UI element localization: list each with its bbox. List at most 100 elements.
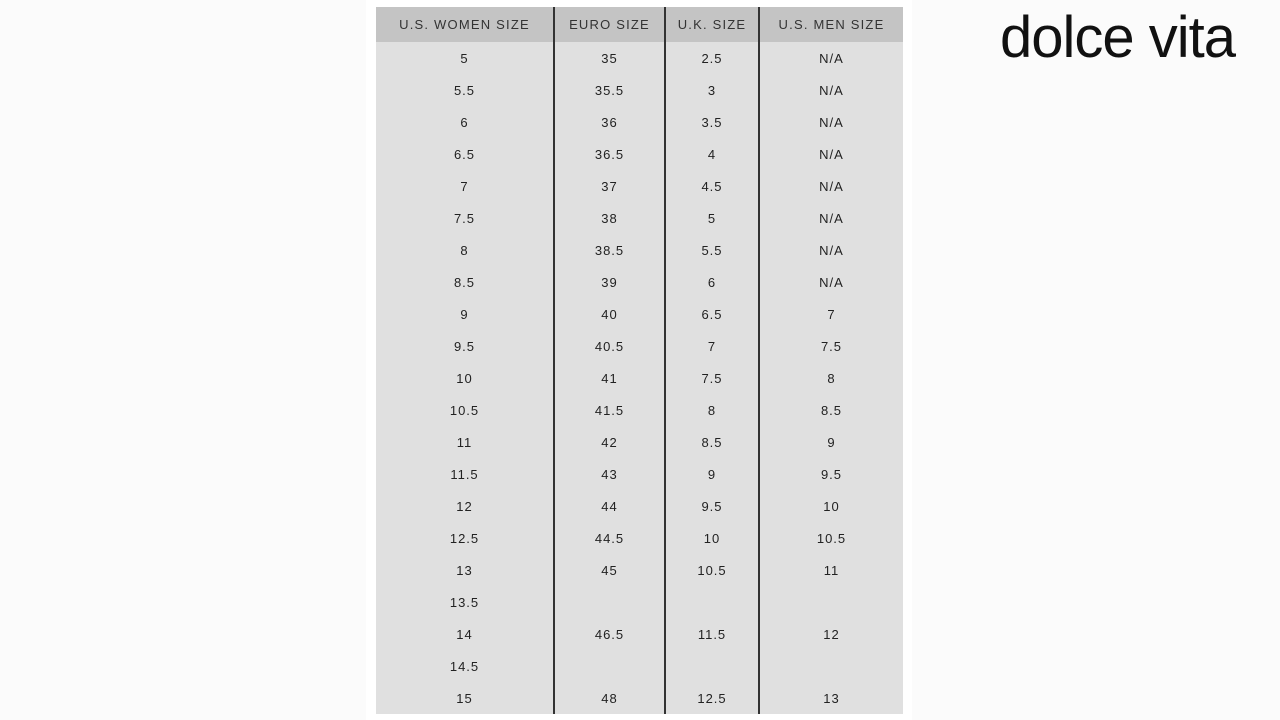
cell-uk: 5	[664, 202, 759, 234]
table-row: 13 45 10.5 11	[376, 554, 903, 586]
cell-us-men: 9.5	[758, 458, 903, 490]
cell-us-women: 9	[376, 298, 554, 330]
cell-uk: 10	[664, 522, 759, 554]
cell-euro: 36	[553, 106, 665, 138]
cell-euro: 40.5	[553, 330, 665, 362]
cell-us-women: 13.5	[376, 586, 554, 618]
table-body: 5 35 2.5 N/A 5.5 35.5 3 N/A 6 36 3.5 N/A 6.5 36.5 4 N/A…	[376, 42, 903, 714]
cell-uk: 12.5	[664, 682, 759, 714]
table-row: 6.5 36.5 4 N/A	[376, 138, 903, 170]
cell-uk: 8	[664, 394, 759, 426]
header-uk: U.K. SIZE	[664, 7, 759, 42]
table-row: 10.5 41.5 8 8.5	[376, 394, 903, 426]
table-row: 8 38.5 5.5 N/A	[376, 234, 903, 266]
brand-logo: dolce vita	[1000, 5, 1236, 70]
cell-uk: 4	[664, 138, 759, 170]
cell-euro: 38	[553, 202, 665, 234]
cell-uk: 3.5	[664, 106, 759, 138]
cell-uk: 8.5	[664, 426, 759, 458]
cell-us-women: 13	[376, 554, 554, 586]
cell-euro: 48	[553, 682, 665, 714]
cell-uk: 10.5	[664, 554, 759, 586]
cell-us-men: N/A	[758, 138, 903, 170]
cell-us-women: 7.5	[376, 202, 554, 234]
cell-us-men: 12	[758, 618, 903, 650]
table-row: 14 46.5 11.5 12	[376, 618, 903, 650]
table-row: 13.5	[376, 586, 903, 618]
cell-us-women: 11	[376, 426, 554, 458]
cell-uk	[664, 586, 759, 618]
cell-us-men: 7.5	[758, 330, 903, 362]
cell-uk	[664, 650, 759, 682]
cell-us-men: 11	[758, 554, 903, 586]
cell-us-men: N/A	[758, 170, 903, 202]
table-row: 7 37 4.5 N/A	[376, 170, 903, 202]
cell-euro: 40	[553, 298, 665, 330]
cell-us-women: 10.5	[376, 394, 554, 426]
cell-euro	[553, 650, 665, 682]
header-row: U.S. WOMEN SIZE EURO SIZE U.K. SIZE U.S.…	[376, 7, 903, 42]
cell-us-men: 13	[758, 682, 903, 714]
cell-us-women: 10	[376, 362, 554, 394]
cell-euro: 37	[553, 170, 665, 202]
cell-euro: 36.5	[553, 138, 665, 170]
cell-uk: 3	[664, 74, 759, 106]
table-row: 10 41 7.5 8	[376, 362, 903, 394]
table-row: 5 35 2.5 N/A	[376, 42, 903, 74]
table-row: 6 36 3.5 N/A	[376, 106, 903, 138]
cell-euro: 42	[553, 426, 665, 458]
cell-uk: 7.5	[664, 362, 759, 394]
table-row: 12 44 9.5 10	[376, 490, 903, 522]
cell-us-men: 9	[758, 426, 903, 458]
cell-us-men: N/A	[758, 106, 903, 138]
cell-uk: 2.5	[664, 42, 759, 74]
cell-us-men	[758, 586, 903, 618]
cell-us-women: 5	[376, 42, 554, 74]
cell-us-women: 7	[376, 170, 554, 202]
header-euro: EURO SIZE	[553, 7, 665, 42]
table-row: 11 42 8.5 9	[376, 426, 903, 458]
cell-uk: 9	[664, 458, 759, 490]
cell-us-women: 6	[376, 106, 554, 138]
table-header: U.S. WOMEN SIZE EURO SIZE U.K. SIZE U.S.…	[376, 7, 903, 42]
cell-us-men: N/A	[758, 74, 903, 106]
cell-us-women: 6.5	[376, 138, 554, 170]
cell-us-women: 15	[376, 682, 554, 714]
cell-uk: 6.5	[664, 298, 759, 330]
cell-euro: 39	[553, 266, 665, 298]
cell-us-women: 12	[376, 490, 554, 522]
cell-us-men: 10.5	[758, 522, 903, 554]
cell-us-women: 11.5	[376, 458, 554, 490]
cell-euro: 46.5	[553, 618, 665, 650]
cell-us-men: N/A	[758, 234, 903, 266]
cell-uk: 11.5	[664, 618, 759, 650]
cell-us-men	[758, 650, 903, 682]
cell-euro: 35	[553, 42, 665, 74]
cell-euro: 41	[553, 362, 665, 394]
table-row: 12.5 44.5 10 10.5	[376, 522, 903, 554]
table-row: 14.5	[376, 650, 903, 682]
cell-euro	[553, 586, 665, 618]
table-row: 9 40 6.5 7	[376, 298, 903, 330]
cell-us-men: 7	[758, 298, 903, 330]
cell-euro: 38.5	[553, 234, 665, 266]
cell-uk: 5.5	[664, 234, 759, 266]
cell-us-women: 9.5	[376, 330, 554, 362]
header-us-women: U.S. WOMEN SIZE	[376, 7, 554, 42]
size-chart-table: U.S. WOMEN SIZE EURO SIZE U.K. SIZE U.S.…	[376, 7, 903, 714]
cell-uk: 7	[664, 330, 759, 362]
cell-euro: 44	[553, 490, 665, 522]
cell-us-women: 8	[376, 234, 554, 266]
cell-us-men: N/A	[758, 42, 903, 74]
table-row: 7.5 38 5 N/A	[376, 202, 903, 234]
table-row: 9.5 40.5 7 7.5	[376, 330, 903, 362]
cell-euro: 45	[553, 554, 665, 586]
cell-uk: 6	[664, 266, 759, 298]
table-row: 5.5 35.5 3 N/A	[376, 74, 903, 106]
cell-euro: 43	[553, 458, 665, 490]
cell-us-women: 8.5	[376, 266, 554, 298]
cell-us-women: 14	[376, 618, 554, 650]
cell-us-men: 8.5	[758, 394, 903, 426]
cell-us-women: 12.5	[376, 522, 554, 554]
cell-us-men: N/A	[758, 202, 903, 234]
